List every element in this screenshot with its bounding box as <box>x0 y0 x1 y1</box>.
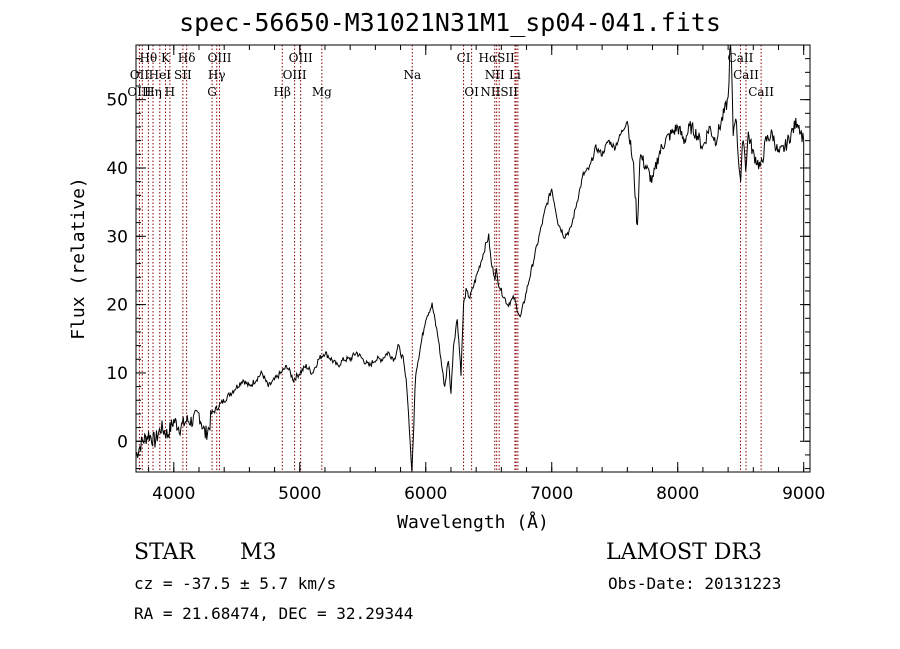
line-label: H <box>165 85 175 99</box>
line-label: NIISII <box>480 85 518 99</box>
line-label: OI <box>464 85 479 99</box>
y-tick-label: 0 <box>117 432 128 452</box>
line-label: OIII <box>289 51 313 65</box>
line-label: CaII <box>733 68 759 82</box>
line-label: SII <box>174 68 192 82</box>
x-axis-label: Wavelength (Å) <box>397 511 549 533</box>
line-label: Hθ <box>139 51 157 65</box>
line-label: G <box>207 85 217 99</box>
line-label: Na <box>403 68 421 82</box>
line-label: Hβ <box>274 85 291 99</box>
line-label: CI <box>457 51 471 65</box>
line-labels: Hθ K Hδ OIII OIII CI HαSII CaII OII HeI SII Hγ OIII N… <box>127 51 774 99</box>
line-label: NII <box>485 68 505 82</box>
y-tick-label: 40 <box>106 159 128 179</box>
line-label: OIII <box>207 51 231 65</box>
line-label: Hγ <box>208 68 226 82</box>
line-label: OII <box>130 68 150 82</box>
line-label: HαSII <box>479 51 516 65</box>
ticks: 4000 5000 6000 7000 8000 9000 0 10 20 30 40 50 <box>106 45 825 504</box>
line-label: OIII <box>127 85 151 99</box>
y-axis-label: Flux (relative) <box>68 177 89 340</box>
line-label: Hη <box>144 85 162 99</box>
y-tick-label: 10 <box>106 364 128 384</box>
axes <box>135 44 811 473</box>
x-tick-label: 8000 <box>656 484 699 504</box>
line-label: OIII <box>283 68 307 82</box>
coords-label: RA = 21.68474, DEC = 32.29344 <box>134 604 414 623</box>
y-tick-label: 20 <box>106 296 128 316</box>
x-tick-label: 9000 <box>782 484 825 504</box>
line-label: Hδ <box>178 51 196 65</box>
line-label: Li <box>509 68 521 82</box>
line-label: CaII <box>748 85 774 99</box>
line-label: K <box>161 51 171 65</box>
class-label: STAR <box>134 540 195 565</box>
y-tick-label: 50 <box>106 91 128 111</box>
x-tick-label: 7000 <box>530 484 573 504</box>
survey-label: LAMOST DR3 <box>606 540 762 565</box>
x-tick-label: 4000 <box>152 484 195 504</box>
line-label: HeI <box>149 68 172 82</box>
cz-label: cz = -37.5 ± 5.7 km/s <box>134 574 337 593</box>
line-label: Mg <box>312 85 332 99</box>
chart-title: spec-56650-M31021N31M1_sp04-041.fits <box>179 8 721 37</box>
y-tick-label: 30 <box>106 227 128 247</box>
line-label: CaII <box>728 51 754 65</box>
spectrum-line <box>135 44 805 473</box>
subclass-label: M3 <box>240 540 277 565</box>
plot-frame <box>135 44 811 473</box>
x-tick-label: 6000 <box>404 484 447 504</box>
line-markers <box>138 45 762 472</box>
obs-date-label: Obs-Date: 20131223 <box>608 574 782 593</box>
x-tick-label: 5000 <box>278 484 321 504</box>
